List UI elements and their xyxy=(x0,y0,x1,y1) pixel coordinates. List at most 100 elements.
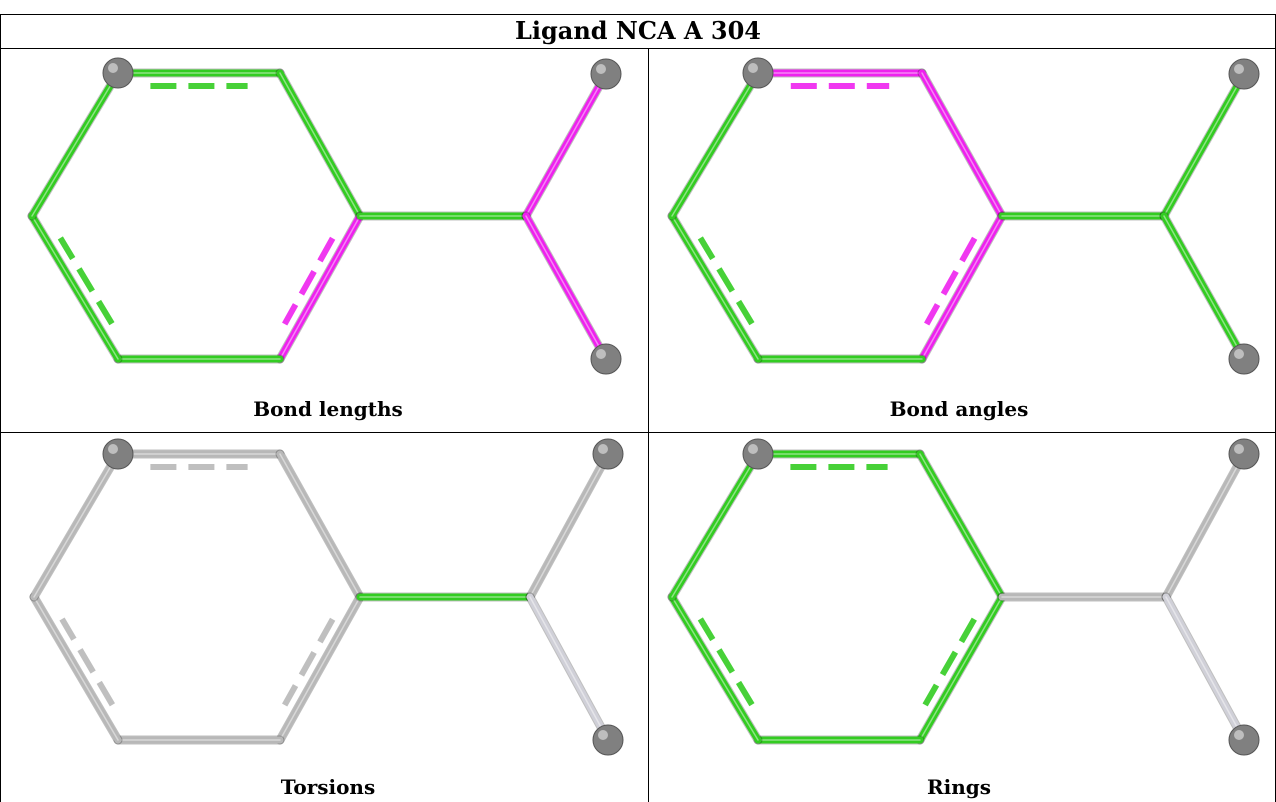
bond-branch-lower xyxy=(522,212,610,363)
bond-ring-c3-c4 xyxy=(918,212,1006,363)
bond-ring-c3-c4-highlight xyxy=(279,596,361,741)
bond-ring-c3-c4-aromatic-dash xyxy=(924,236,978,326)
bond-ring-c2-c3-highlight xyxy=(921,72,1003,217)
bond-ring-c2-c3-highlight xyxy=(279,453,361,598)
bond-ring-c3-c4 xyxy=(276,593,364,744)
bond-ring-c3-c4-highlight xyxy=(279,215,361,360)
atom-sphere xyxy=(1228,724,1260,756)
bond-branch-lower-highlight xyxy=(1165,596,1245,741)
atom-highlight xyxy=(598,730,608,740)
atom-sphere xyxy=(742,438,774,470)
bond-ring-c3-c4 xyxy=(916,593,1006,744)
bond-ring-c5-c6-highlight xyxy=(31,215,119,360)
bond-ring-c5-c6-aromatic-dash xyxy=(57,236,115,326)
bond-branch-upper-highlight xyxy=(1165,453,1245,598)
molecule xyxy=(29,438,624,756)
atom-highlight xyxy=(1234,444,1244,454)
molecule xyxy=(27,57,622,375)
bond-ring-c2-c3 xyxy=(276,450,364,601)
panel-caption: Torsions xyxy=(280,775,376,799)
bond-branch-upper xyxy=(1162,450,1248,601)
bond-ring-c2-c3 xyxy=(916,450,1006,601)
bond-branch-lower xyxy=(526,593,612,744)
atom-highlight xyxy=(1234,349,1244,359)
molecule xyxy=(667,438,1260,756)
panel-caption: Bond lengths xyxy=(253,397,403,421)
bond-branch-upper xyxy=(522,70,610,220)
bond-ring-c3-c4-highlight xyxy=(919,596,1003,741)
molecule-torsions xyxy=(29,438,624,756)
bond-ring-c6-c1-highlight xyxy=(33,453,119,598)
atom-sphere xyxy=(1228,58,1260,90)
atom-sphere xyxy=(742,57,774,89)
bond-ring-c3-c4 xyxy=(276,212,364,363)
molecule xyxy=(667,57,1260,375)
bond-ring-c5-c6-aromatic-dash xyxy=(697,617,755,707)
atom-sphere xyxy=(1228,343,1260,375)
atom-sphere xyxy=(102,57,134,89)
bond-ring-c5-c6 xyxy=(30,593,122,744)
bond-ring-c5-c6 xyxy=(668,212,762,363)
atom-highlight xyxy=(108,444,118,454)
bond-branch-lower xyxy=(1162,593,1248,744)
panel-caption: Bond angles xyxy=(889,397,1029,421)
bond-ring-c6-c1-highlight xyxy=(671,72,759,217)
border-top xyxy=(0,14,1276,15)
bond-ring-c2-c3-highlight xyxy=(279,72,361,217)
bond-branch-lower-highlight xyxy=(1163,215,1245,360)
atom-sphere xyxy=(102,438,134,470)
bond-branch-lower-highlight xyxy=(529,596,609,741)
bond-branch-lower xyxy=(1160,212,1248,363)
molecule-bond-lengths xyxy=(27,57,622,375)
atom-highlight xyxy=(1234,64,1244,74)
bond-ring-c5-c6-aromatic-dash xyxy=(697,236,755,326)
bond-branch-upper-highlight xyxy=(525,73,607,217)
bond-ring-c5-c6-aromatic-dash xyxy=(59,617,115,707)
atom-sphere xyxy=(590,343,622,375)
border-title-bottom xyxy=(0,48,1276,49)
border-row-divider xyxy=(0,432,1276,433)
bond-ring-c6-c1 xyxy=(28,69,122,220)
bond-ring-c2-c3-highlight xyxy=(919,453,1003,598)
atom-highlight xyxy=(596,349,606,359)
atom-highlight xyxy=(748,63,758,73)
bond-ring-c6-c1-highlight xyxy=(671,453,759,598)
panel-bond-lengths: Bond lengths xyxy=(8,50,648,432)
bond-branch-lower-highlight xyxy=(525,215,607,360)
bond-ring-c3-c4-highlight xyxy=(921,215,1003,360)
bond-branch-upper xyxy=(526,450,612,601)
molecule-bond-angles xyxy=(667,57,1260,375)
bond-ring-c2-c3 xyxy=(276,69,364,220)
bond-ring-c6-c1-highlight xyxy=(31,72,119,217)
bond-ring-c5-c6-highlight xyxy=(671,215,759,360)
atom-sphere xyxy=(1228,438,1260,470)
atom-highlight xyxy=(748,444,758,454)
bond-ring-c3-c4-aromatic-dash xyxy=(922,617,977,707)
border-left xyxy=(0,14,1,802)
bond-branch-upper xyxy=(1160,70,1248,220)
bond-ring-c3-c4-aromatic-dash xyxy=(282,617,336,707)
atom-sphere xyxy=(592,438,624,470)
bond-ring-c6-c1 xyxy=(668,450,762,601)
atom-highlight xyxy=(596,64,606,74)
bond-ring-c5-c6 xyxy=(28,212,122,363)
bond-ring-c5-c6-highlight xyxy=(671,596,759,741)
bond-branch-upper-highlight xyxy=(1163,73,1245,217)
bond-ring-c3-c4-aromatic-dash xyxy=(282,236,336,326)
bond-ring-c2-c3 xyxy=(918,69,1006,220)
bond-ring-c6-c1 xyxy=(668,69,762,220)
panel-caption: Rings xyxy=(926,775,991,799)
bond-ring-c5-c6 xyxy=(668,593,762,744)
border-column-divider xyxy=(648,48,649,802)
atom-highlight xyxy=(598,444,608,454)
atom-highlight xyxy=(1234,730,1244,740)
panel-rings: Rings xyxy=(644,434,1274,802)
panel-bond-angles: Bond angles xyxy=(644,50,1274,432)
atom-sphere xyxy=(592,724,624,756)
bond-ring-c5-c6-highlight xyxy=(33,596,119,741)
atom-sphere xyxy=(590,58,622,90)
bond-branch-upper-highlight xyxy=(529,453,609,598)
panel-torsions: Torsions xyxy=(8,434,648,802)
molecule-rings xyxy=(667,438,1260,756)
